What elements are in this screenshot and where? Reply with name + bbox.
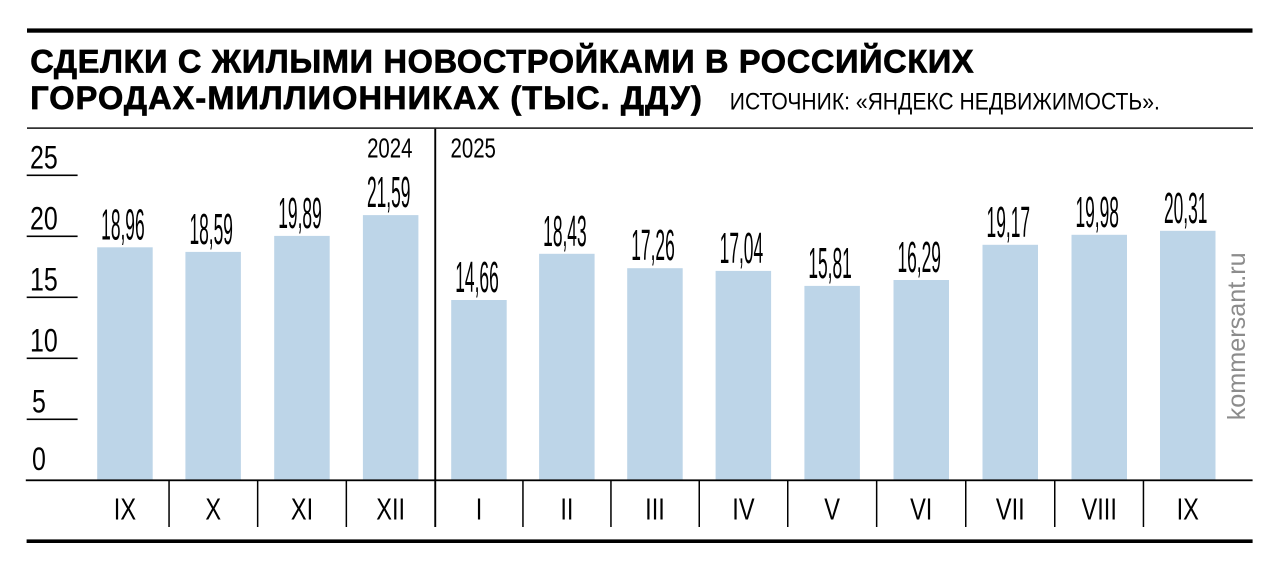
svg-text:15,81: 15,81 bbox=[808, 240, 851, 289]
svg-text:19,98: 19,98 bbox=[1075, 189, 1118, 238]
svg-text:СДЕЛКИ С ЖИЛЫМИ НОВОСТРОЙКАМИ: СДЕЛКИ С ЖИЛЫМИ НОВОСТРОЙКАМИ В РОССИЙСК… bbox=[30, 41, 974, 79]
svg-text:X: X bbox=[205, 491, 221, 526]
svg-text:17,04: 17,04 bbox=[720, 225, 763, 274]
svg-text:19,89: 19,89 bbox=[278, 190, 321, 239]
svg-text:II: II bbox=[560, 491, 573, 526]
svg-text:10: 10 bbox=[30, 323, 58, 359]
svg-text:kommersant.ru: kommersant.ru bbox=[1223, 252, 1251, 420]
svg-text:VII: VII bbox=[996, 491, 1025, 526]
svg-text:VIII: VIII bbox=[1082, 491, 1117, 526]
svg-text:0: 0 bbox=[32, 442, 46, 478]
svg-text:VI: VI bbox=[910, 491, 932, 526]
svg-text:IX: IX bbox=[114, 491, 136, 526]
svg-text:I: I bbox=[476, 491, 483, 526]
svg-text:XII: XII bbox=[376, 491, 405, 526]
svg-text:18,96: 18,96 bbox=[101, 201, 144, 250]
svg-text:16,29: 16,29 bbox=[897, 234, 940, 283]
svg-text:IX: IX bbox=[1177, 491, 1199, 526]
svg-text:20: 20 bbox=[30, 201, 58, 237]
svg-text:III: III bbox=[645, 491, 665, 526]
svg-text:2025: 2025 bbox=[451, 134, 496, 165]
svg-text:XI: XI bbox=[291, 491, 313, 526]
svg-text:IV: IV bbox=[732, 491, 755, 526]
svg-text:18,43: 18,43 bbox=[543, 208, 586, 257]
svg-text:V: V bbox=[824, 491, 840, 526]
svg-text:ГОРОДАХ-МИЛЛИОННИКАХ (ТЫС. ДДУ: ГОРОДАХ-МИЛЛИОННИКАХ (ТЫС. ДДУ) bbox=[30, 80, 703, 116]
svg-text:25: 25 bbox=[30, 140, 58, 176]
svg-text:ИСТОЧНИК: «ЯНДЕКС НЕДВИЖИМОСТЬ: ИСТОЧНИК: «ЯНДЕКС НЕДВИЖИМОСТЬ». bbox=[730, 87, 1160, 115]
svg-text:14,66: 14,66 bbox=[455, 254, 498, 303]
svg-text:18,59: 18,59 bbox=[189, 206, 232, 255]
svg-text:20,31: 20,31 bbox=[1164, 185, 1207, 234]
svg-text:15: 15 bbox=[30, 262, 58, 298]
svg-text:2024: 2024 bbox=[367, 134, 412, 165]
svg-text:17,26: 17,26 bbox=[631, 222, 674, 271]
svg-text:19,17: 19,17 bbox=[987, 199, 1030, 248]
svg-text:5: 5 bbox=[32, 384, 46, 420]
svg-text:21,59: 21,59 bbox=[367, 169, 410, 218]
